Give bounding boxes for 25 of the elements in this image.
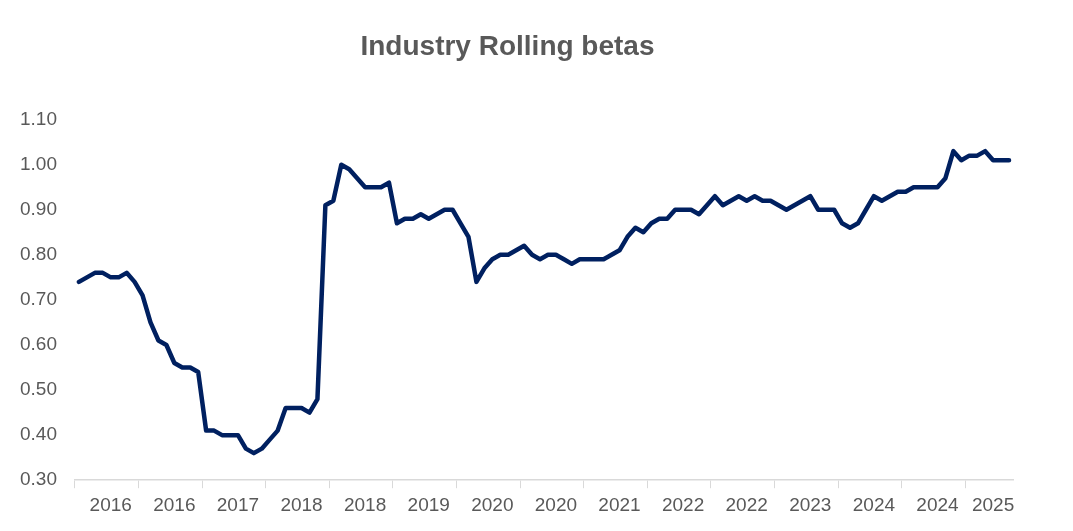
x-tick-label: 2018 [280, 493, 323, 515]
x-tick-label: 2016 [153, 493, 196, 515]
x-tick-label: 2022 [725, 493, 768, 515]
x-tick-label: 2019 [407, 493, 450, 515]
y-tick-label: 0.60 [20, 333, 57, 355]
x-tick-label: 2023 [789, 493, 832, 515]
y-tick-label: 0.90 [20, 197, 57, 219]
y-tick-label: 1.00 [20, 152, 57, 174]
chart-title: Industry Rolling betas [360, 29, 655, 61]
y-tick-label: 0.30 [20, 468, 57, 490]
y-tick-label: 0.40 [20, 423, 57, 445]
x-tick-label: 2016 [89, 493, 132, 515]
y-tick-label: 0.70 [20, 288, 57, 310]
x-tick-label: 2021 [598, 493, 641, 515]
x-tick-label: 2025 [971, 493, 1015, 515]
x-tick-label: 2020 [534, 493, 578, 515]
x-tick-label: 2020 [471, 493, 514, 515]
x-tick-label: 2024 [852, 493, 896, 515]
y-tick-label: 0.80 [20, 243, 57, 265]
x-tick-label: 2017 [216, 493, 260, 515]
x-tick-label: 2022 [661, 493, 705, 515]
y-tick-label: 0.50 [20, 378, 57, 400]
x-tick-label: 2024 [916, 493, 960, 515]
y-tick-label: 1.10 [20, 107, 57, 129]
x-tick-label: 2018 [343, 493, 387, 515]
